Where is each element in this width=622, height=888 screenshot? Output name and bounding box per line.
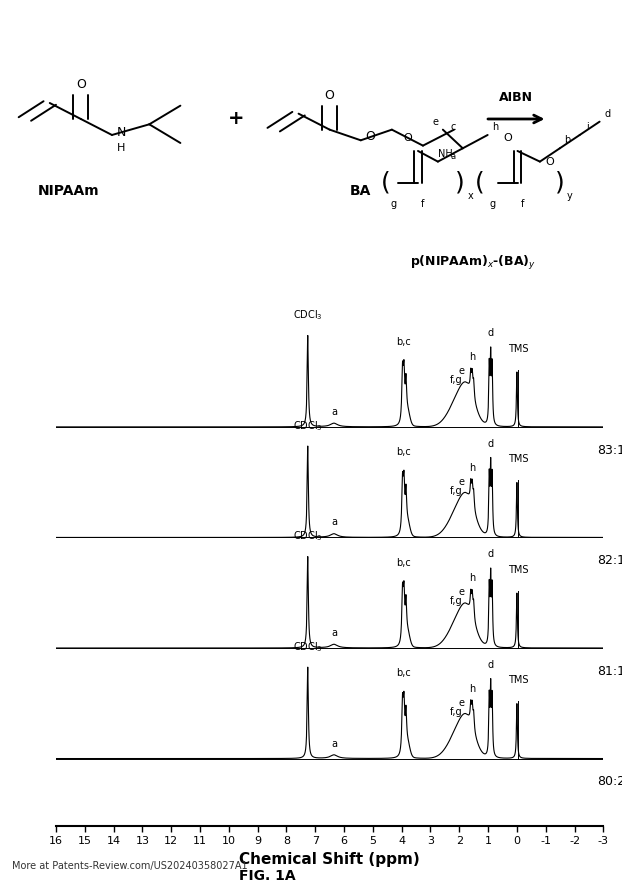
- Text: CDCl$_3$: CDCl$_3$: [293, 640, 323, 654]
- Text: f,g: f,g: [450, 486, 463, 496]
- Text: d: d: [488, 660, 494, 670]
- Text: N: N: [116, 126, 126, 139]
- Text: p(NIPAAm)$_x$-(BA)$_y$: p(NIPAAm)$_x$-(BA)$_y$: [410, 254, 536, 272]
- Text: 83:17: 83:17: [598, 444, 622, 456]
- Text: O: O: [503, 132, 512, 143]
- Text: NIPAAm: NIPAAm: [37, 184, 100, 198]
- Text: TMS: TMS: [508, 676, 529, 686]
- Text: e: e: [458, 698, 464, 708]
- Text: a: a: [331, 739, 337, 749]
- Text: a: a: [450, 152, 455, 161]
- Text: More at Patents-Review.com/US20240358027A1: More at Patents-Review.com/US20240358027…: [12, 860, 248, 871]
- Text: b,c: b,c: [396, 337, 411, 347]
- Text: TMS: TMS: [508, 455, 529, 464]
- Text: e: e: [458, 366, 464, 377]
- Text: +: +: [228, 109, 244, 129]
- Text: a: a: [331, 628, 337, 638]
- Text: b,c: b,c: [396, 448, 411, 457]
- Text: h: h: [469, 353, 475, 362]
- Text: ): ): [455, 170, 465, 195]
- Text: d: d: [488, 439, 494, 448]
- Text: 80:20: 80:20: [598, 775, 622, 789]
- Text: h: h: [492, 122, 498, 132]
- Text: f: f: [421, 199, 425, 210]
- Text: O: O: [76, 78, 86, 91]
- Text: f,g: f,g: [450, 597, 463, 607]
- Text: CDCl$_3$: CDCl$_3$: [293, 419, 323, 432]
- Text: d: d: [604, 108, 610, 119]
- Text: CDCl$_3$: CDCl$_3$: [293, 308, 323, 322]
- Text: i: i: [586, 122, 588, 132]
- Text: O: O: [325, 89, 335, 101]
- Text: ): ): [555, 170, 565, 195]
- Text: O: O: [545, 156, 554, 167]
- Text: b,c: b,c: [396, 558, 411, 568]
- Text: f: f: [521, 199, 524, 210]
- Text: (: (: [381, 170, 391, 195]
- Text: O: O: [365, 130, 375, 143]
- Text: (: (: [475, 170, 485, 195]
- X-axis label: Chemical Shift (ppm): Chemical Shift (ppm): [239, 852, 420, 867]
- Text: f,g: f,g: [450, 707, 463, 717]
- Text: a: a: [331, 407, 337, 416]
- Text: d: d: [488, 329, 494, 338]
- Text: b: b: [564, 135, 570, 146]
- Text: c: c: [450, 122, 455, 132]
- Text: TMS: TMS: [508, 565, 529, 575]
- Text: y: y: [567, 191, 573, 202]
- Text: h: h: [469, 684, 475, 694]
- Text: h: h: [469, 463, 475, 473]
- Text: H: H: [117, 143, 126, 154]
- Text: e: e: [432, 116, 439, 127]
- Text: NH: NH: [438, 148, 453, 159]
- Text: f,g: f,g: [450, 376, 463, 385]
- Text: TMS: TMS: [508, 344, 529, 353]
- Text: g: g: [490, 199, 496, 210]
- Text: O: O: [404, 132, 412, 143]
- Text: FIG. 1A: FIG. 1A: [239, 869, 296, 884]
- Text: e: e: [458, 587, 464, 597]
- Text: g: g: [390, 199, 396, 210]
- Text: BA: BA: [350, 184, 371, 198]
- Text: a: a: [331, 518, 337, 527]
- Text: 81:19: 81:19: [598, 665, 622, 678]
- Text: AIBN: AIBN: [499, 91, 533, 104]
- Text: 82:18: 82:18: [598, 554, 622, 567]
- Text: e: e: [458, 477, 464, 487]
- Text: d: d: [488, 550, 494, 559]
- Text: h: h: [469, 574, 475, 583]
- Text: b,c: b,c: [396, 669, 411, 678]
- Text: x: x: [467, 191, 473, 202]
- Text: CDCl$_3$: CDCl$_3$: [293, 529, 323, 543]
